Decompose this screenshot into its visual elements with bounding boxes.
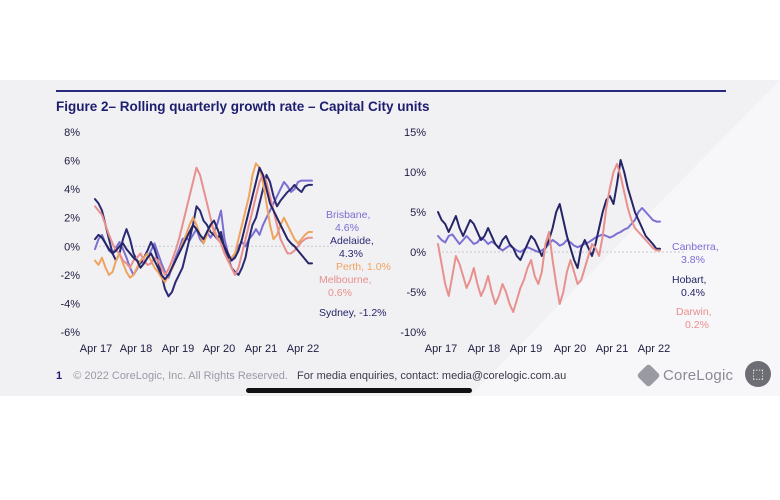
series-label-hobart: Hobart, 0.4% — [672, 274, 706, 299]
x-tick-label: Apr 21 — [596, 343, 628, 355]
y-tick-label: -4% — [60, 298, 80, 310]
series-label-perth: Perth, 1.0% — [336, 261, 391, 273]
series-label-darwin: Darwin, 0.2% — [676, 306, 712, 331]
series-label-sydney: Sydney, -1.2% — [319, 307, 387, 319]
x-tick-label: Apr 20 — [203, 343, 235, 355]
y-tick-label: 10% — [404, 167, 426, 179]
logo-name: CoreLogic — [663, 366, 734, 384]
series-line-sydney — [94, 166, 313, 281]
title-rule — [56, 90, 726, 92]
x-tick-label: Apr 18 — [468, 343, 500, 355]
background-shape — [470, 80, 780, 396]
copyright-text: © 2022 CoreLogic, Inc. All Rights Reserv… — [73, 370, 288, 382]
series-label-melbourne: Melbourne, 0.6% — [319, 274, 372, 299]
y-tick-label: -6% — [60, 327, 80, 339]
slide-panel: Figure 2– Rolling quarterly growth rate … — [0, 80, 780, 396]
y-tick-label: 4% — [64, 184, 80, 196]
series-line-melbourne — [94, 166, 313, 276]
figure-title: Figure 2– Rolling quarterly growth rate … — [56, 99, 430, 114]
x-tick-label: Apr 21 — [245, 343, 277, 355]
series-label-adelaide: Adelaide, 4.3% — [330, 235, 374, 260]
x-tick-label: Apr 19 — [162, 343, 194, 355]
y-tick-label: -10% — [400, 327, 426, 339]
chart-left: -6% -4% -2% 0% 2% 4% 6% 8% Apr 17 Apr 18 Apr 19 Apr… — [60, 127, 391, 355]
y-tick-label: -5% — [406, 287, 426, 299]
lens-icon[interactable]: ⬚ — [745, 361, 771, 387]
series-label-canberra: Canberra, 3.8% — [672, 241, 719, 266]
series-line-canberra — [437, 207, 661, 253]
series-line-darwin — [437, 163, 661, 313]
y-tick-label: 5% — [410, 207, 426, 219]
y-tick-label: 2% — [64, 213, 80, 225]
series-label-brisbane: Brisbane, 4.6% — [326, 209, 370, 234]
y-tick-label: -2% — [60, 270, 80, 282]
cube-logo-icon — [636, 362, 661, 388]
x-tick-label: Apr 19 — [510, 343, 542, 355]
x-tick-label: Apr 22 — [638, 343, 670, 355]
series-line-hobart — [437, 159, 661, 269]
y-tick-label: 0% — [64, 241, 80, 253]
series-line-perth — [94, 162, 313, 283]
x-tick-label: Apr 18 — [120, 343, 152, 355]
corelogic-logo: CoreLogic — [636, 362, 734, 388]
x-tick-label: Apr 22 — [287, 343, 319, 355]
y-tick-label: 0% — [410, 247, 426, 259]
footer: 1 © 2022 CoreLogic, Inc. All Rights Rese… — [56, 370, 566, 382]
x-tick-label: Apr 17 — [80, 343, 112, 355]
y-tick-label: 8% — [64, 127, 80, 139]
x-tick-label: Apr 17 — [425, 343, 457, 355]
media-contact: For media enquiries, contact: media@core… — [297, 370, 567, 382]
y-tick-label: 15% — [404, 127, 426, 139]
chart-right: -10% -5% 0% 5% 10% 15% Apr 17 Apr 18 Apr 19 Apr 2… — [400, 127, 719, 355]
series-line-adelaide — [94, 173, 313, 298]
page-number: 1 — [56, 370, 63, 382]
x-tick-label: Apr 20 — [554, 343, 586, 355]
y-tick-label: 6% — [64, 156, 80, 168]
home-indicator[interactable] — [246, 388, 472, 393]
